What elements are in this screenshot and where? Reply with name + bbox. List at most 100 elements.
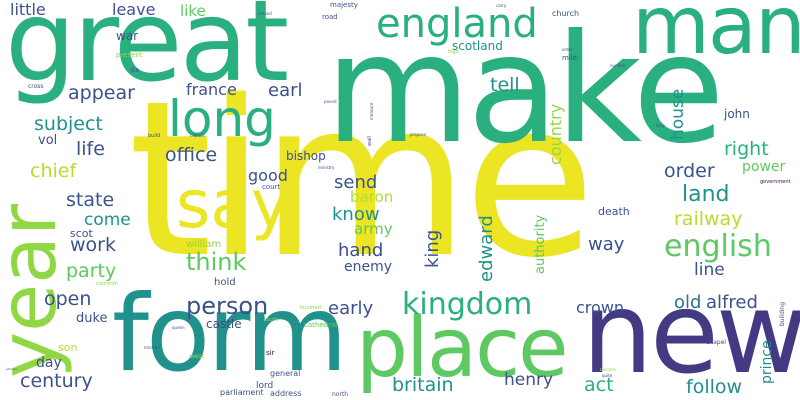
word-south: south [264,317,278,323]
word-court: court [262,183,281,191]
word-man: man [632,0,800,72]
word-number: number [610,63,626,68]
word-queen: queen [172,325,185,330]
word-kingdom: kingdom [402,287,533,322]
word-john: john [724,107,750,121]
word-tell: tell [490,74,520,96]
word-office: office [165,144,218,166]
word-die: die [130,67,140,74]
word-son: son [58,341,78,354]
word-carry: carry [496,3,507,8]
word-follow: follow [686,376,743,398]
word-power: power [742,159,786,175]
word-minister: minister [144,345,161,350]
word-house: house [668,88,688,140]
word-early: early [328,298,374,319]
word-lord: lord [256,381,274,391]
word-leave: leave [112,0,156,19]
word-catholic: catholic [190,133,206,138]
word-right: right [724,138,769,160]
word-person: person [186,292,269,320]
word-common: common [96,281,118,287]
word-chief: chief [30,160,77,182]
word-know: know [332,204,380,225]
word-ireland: ireland [258,11,272,16]
word-abroad: abroad [6,367,17,371]
word-earl: earl [268,80,303,101]
word-authority: authority [533,214,548,274]
word-state: state [66,189,115,211]
word-country: country [546,103,565,165]
word-building: building [779,301,786,326]
word-alfred: alfred [706,292,758,313]
word-long-small: long [656,123,665,128]
word-majesty: majesty [330,1,358,9]
word-send: send [334,172,378,193]
word-wall: wall [367,136,373,146]
word-henry: henry [504,370,554,390]
word-prince: prince [759,340,775,384]
word-like: like [180,2,206,20]
word-war: war [116,29,139,43]
word-present: present [116,51,143,59]
word-think: think [186,248,247,276]
word-railway: railway [674,208,743,230]
word-make: make [325,3,725,177]
word-william: william [186,239,222,250]
word-life: life [76,138,105,160]
word-come: come [84,210,131,230]
word-address: address [270,389,302,398]
word-death: death [598,205,630,218]
word-act: act [584,374,614,396]
word-subject: subject [34,113,103,135]
word-britain: britain [392,374,454,396]
word-crown: crown [576,298,625,317]
word-century: century [20,370,93,392]
word-chapel: chapel [706,339,726,346]
word-time: time [128,54,596,305]
word-scot: scot [70,227,93,240]
word-measure: measure [369,102,374,120]
word-new: new [582,269,800,399]
word-sir: sir [266,349,275,357]
word-day: day [36,355,62,371]
word-become: become [600,367,617,372]
word-baron: baron [350,188,394,206]
word-high: high [448,49,459,55]
word-france: france [186,80,237,99]
word-propose: propose [410,132,427,137]
word-enemy: enemy [344,259,393,275]
word-edward: edward [476,215,497,282]
word-castle: castle [206,317,242,331]
word-hand: hand [338,240,384,261]
word-hundred: hundred [300,305,321,311]
word-great: great [5,0,289,107]
word-build: build [148,133,161,139]
word-place: place [356,301,569,396]
word-parliament: parliament [220,388,264,397]
word-good: good [248,166,288,185]
word-work: work [70,234,116,256]
word-order: order [664,160,715,182]
word-england: england [376,1,538,47]
word-cross: cross [28,83,44,90]
word-open: open [44,288,92,310]
word-little: little [10,0,46,19]
word-church: church [552,9,580,18]
word-party: party [66,260,117,282]
word-land: land [682,182,730,207]
word-ministry: ministry [318,165,335,170]
word-government: government [760,179,791,185]
word-old: old [674,292,702,313]
word-line: line [694,260,725,280]
word-army: army [354,220,393,238]
word-general: general [270,369,301,378]
word-long: long [168,90,276,148]
word-north: north [332,391,349,398]
word-pound: pound [324,99,337,104]
word-appear: appear [68,82,135,104]
word-english: english [664,229,772,264]
word-king: king [422,229,443,268]
word-order-small: order [562,47,573,52]
